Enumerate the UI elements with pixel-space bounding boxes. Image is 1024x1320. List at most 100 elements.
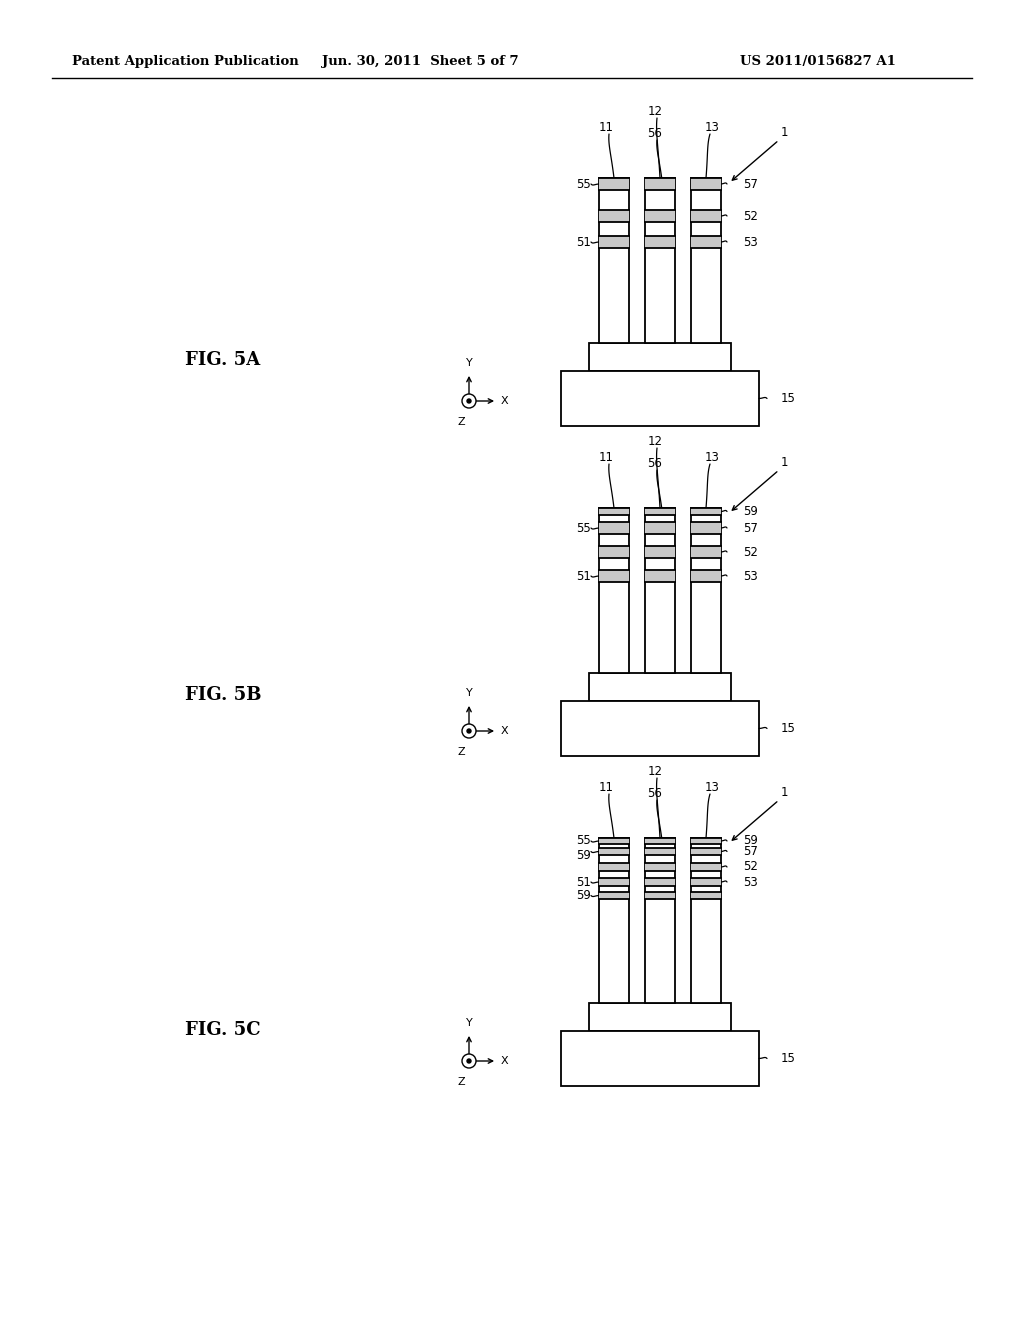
Bar [691, 178, 721, 343]
Bar [589, 343, 731, 371]
Bar [691, 210, 721, 222]
Text: 13: 13 [705, 781, 720, 795]
Bar [599, 838, 629, 1003]
Text: 53: 53 [743, 875, 758, 888]
Bar [691, 838, 721, 843]
Text: X: X [501, 396, 509, 407]
Bar [691, 863, 721, 871]
Bar [599, 847, 629, 855]
Text: Z: Z [457, 747, 465, 756]
Text: 57: 57 [743, 177, 758, 190]
Bar [645, 508, 675, 515]
Bar [691, 508, 721, 673]
Bar [691, 878, 721, 886]
Text: 55: 55 [577, 521, 591, 535]
Bar [599, 863, 629, 871]
Text: 12: 12 [647, 436, 663, 447]
Text: Y: Y [466, 688, 472, 698]
Text: 13: 13 [705, 451, 720, 465]
Bar [589, 1003, 731, 1031]
Bar [645, 838, 675, 1003]
Bar [645, 521, 675, 535]
Bar [691, 178, 721, 190]
Text: 59: 59 [743, 834, 758, 847]
Bar [645, 210, 675, 222]
Bar [645, 178, 675, 190]
Bar [589, 673, 731, 701]
Text: 59: 59 [743, 506, 758, 517]
Bar [691, 236, 721, 248]
Bar [691, 508, 721, 515]
Bar [599, 178, 629, 190]
Bar [599, 570, 629, 582]
Text: 51: 51 [577, 235, 591, 248]
Text: 15: 15 [781, 1052, 796, 1065]
Text: Y: Y [466, 358, 472, 368]
Text: 15: 15 [781, 392, 796, 405]
Circle shape [467, 399, 471, 403]
Text: Z: Z [457, 417, 465, 426]
Bar [645, 892, 675, 899]
Text: Y: Y [466, 1018, 472, 1028]
Bar [691, 847, 721, 855]
Bar [599, 838, 629, 843]
Text: 1: 1 [781, 125, 788, 139]
Text: 15: 15 [781, 722, 796, 735]
Bar [599, 546, 629, 558]
Text: 1: 1 [781, 455, 788, 469]
Bar [645, 236, 675, 248]
Circle shape [467, 1059, 471, 1063]
Bar [645, 178, 675, 343]
Bar [599, 508, 629, 515]
Bar [645, 847, 675, 855]
Bar [691, 546, 721, 558]
Text: 53: 53 [743, 235, 758, 248]
Text: 52: 52 [743, 210, 758, 223]
Bar [599, 508, 629, 673]
Bar [645, 863, 675, 871]
Text: FIG. 5C: FIG. 5C [185, 1020, 261, 1039]
Bar [645, 546, 675, 558]
Bar [599, 178, 629, 343]
Bar [599, 521, 629, 535]
Bar [691, 892, 721, 899]
Text: 52: 52 [743, 545, 758, 558]
Text: 13: 13 [705, 121, 720, 135]
Text: US 2011/0156827 A1: US 2011/0156827 A1 [740, 55, 896, 69]
Text: Patent Application Publication: Patent Application Publication [72, 55, 299, 69]
Bar [645, 838, 675, 843]
Text: 59: 59 [577, 888, 591, 902]
Bar [561, 1031, 759, 1086]
Bar [599, 210, 629, 222]
Text: 11: 11 [598, 121, 613, 135]
Bar [691, 570, 721, 582]
Text: 56: 56 [647, 787, 663, 800]
Text: 59: 59 [577, 849, 591, 862]
Text: 55: 55 [577, 834, 591, 847]
Bar [691, 521, 721, 535]
Text: 11: 11 [598, 451, 613, 465]
Text: X: X [501, 1056, 509, 1067]
Circle shape [467, 729, 471, 733]
Bar [645, 570, 675, 582]
Text: 51: 51 [577, 875, 591, 888]
Text: 55: 55 [577, 177, 591, 190]
Text: 56: 56 [647, 457, 663, 470]
Text: 1: 1 [781, 785, 788, 799]
Text: FIG. 5B: FIG. 5B [185, 686, 261, 704]
Circle shape [462, 723, 476, 738]
Text: 57: 57 [743, 845, 758, 858]
Text: FIG. 5A: FIG. 5A [185, 351, 260, 370]
Bar [645, 878, 675, 886]
Text: 12: 12 [647, 106, 663, 117]
Text: Jun. 30, 2011  Sheet 5 of 7: Jun. 30, 2011 Sheet 5 of 7 [322, 55, 518, 69]
Bar [691, 838, 721, 1003]
Text: 11: 11 [598, 781, 613, 795]
Text: 51: 51 [577, 569, 591, 582]
Text: 56: 56 [647, 127, 663, 140]
Circle shape [462, 393, 476, 408]
Text: 52: 52 [743, 861, 758, 874]
Bar [599, 892, 629, 899]
Bar [599, 236, 629, 248]
Bar [561, 371, 759, 426]
